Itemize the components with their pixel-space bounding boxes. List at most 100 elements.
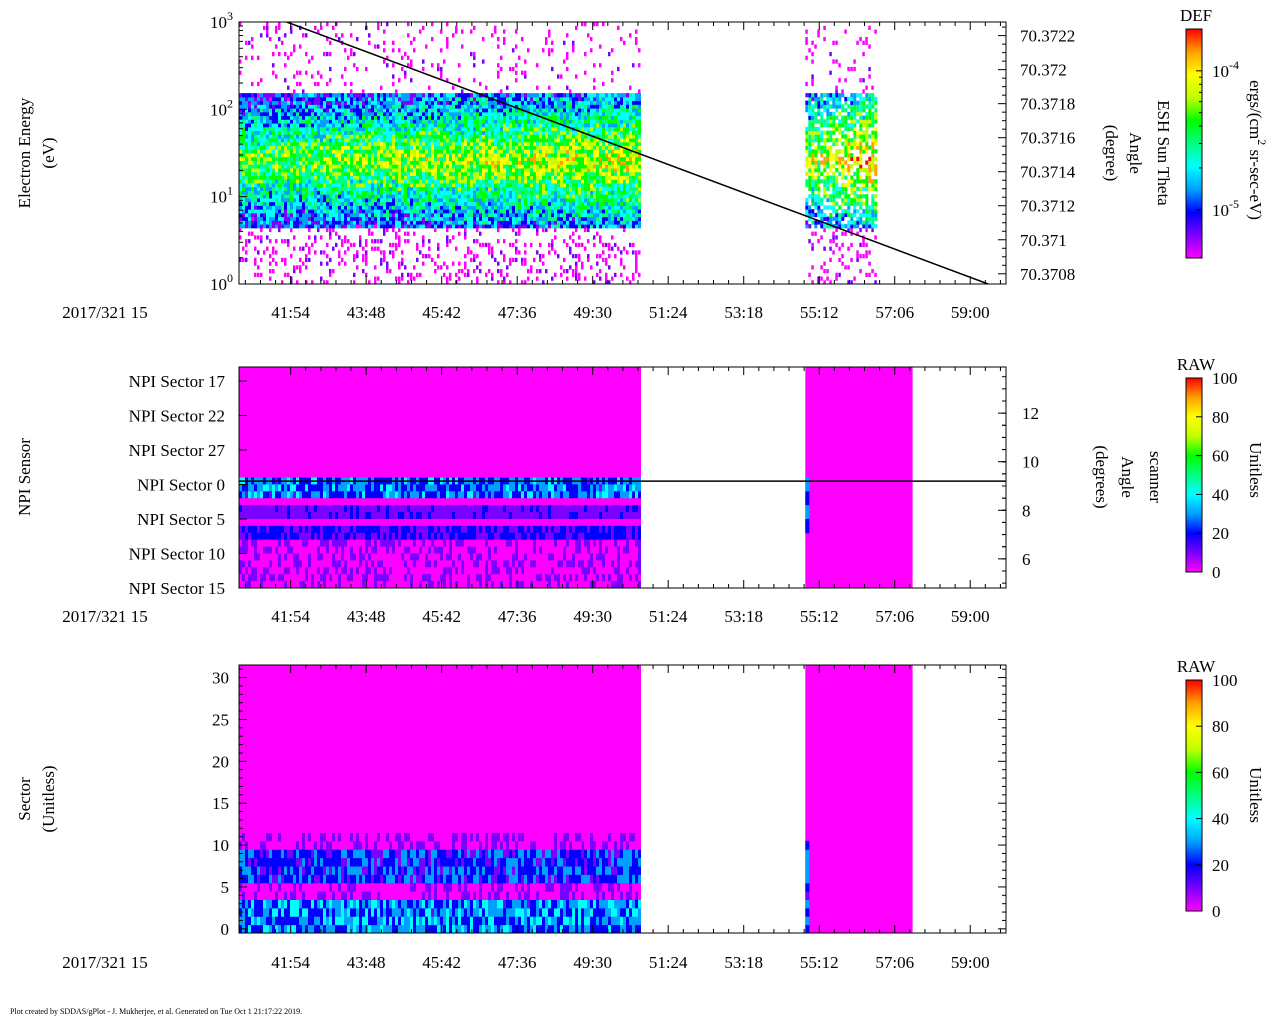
- energy-cell: [413, 100, 416, 105]
- energy-cell: [308, 212, 311, 218]
- energy-cell: [539, 197, 542, 203]
- energy-cell: [431, 212, 434, 218]
- energy-cell: [302, 171, 305, 176]
- energy-cell: [413, 182, 416, 188]
- energy-cell: [407, 220, 410, 225]
- energy-cell: [422, 115, 425, 120]
- energy-cell: [554, 167, 557, 173]
- energy-cell: [260, 126, 263, 132]
- energy-cell: [503, 216, 506, 221]
- energy-cell: [542, 179, 545, 184]
- energy-cell: [413, 123, 416, 128]
- energy-sparse-cell: [548, 33, 551, 38]
- energy-cell: [497, 167, 500, 173]
- energy-cell: [587, 175, 590, 180]
- energy-sparse-cell: [440, 74, 443, 79]
- energy-cell: [263, 130, 266, 135]
- energy-cell: [272, 205, 275, 210]
- energy-cell: [419, 160, 422, 165]
- energy-cell: [563, 141, 566, 147]
- energy-cell: [281, 175, 284, 180]
- energy-cell: [293, 119, 296, 124]
- energy-cell: [347, 197, 350, 203]
- energy-sparse-cell: [404, 51, 407, 57]
- energy-sparse-cell: [515, 239, 518, 244]
- energy-cell: [425, 205, 428, 210]
- energy-cell: [371, 111, 374, 117]
- energy-cell: [308, 190, 311, 195]
- energy-cell: [239, 179, 242, 184]
- energy-sparse-cell: [419, 29, 422, 34]
- energy-cell: [266, 190, 269, 195]
- energy-cell: [422, 111, 425, 117]
- energy-cell: [347, 96, 350, 102]
- energy-cell: [491, 216, 494, 221]
- energy-cell: [254, 182, 257, 188]
- energy-cell: [407, 134, 410, 139]
- energy-sparse-cell: [479, 269, 482, 274]
- energy-cell: [569, 197, 572, 203]
- energy-cell: [464, 126, 467, 132]
- energy-sparse-cell: [365, 242, 368, 248]
- energy-cell: [581, 153, 584, 158]
- energy-cell: [521, 167, 524, 173]
- energy-cell: [422, 197, 425, 203]
- energy-cell: [377, 197, 380, 203]
- energy-cell: [275, 224, 278, 229]
- energy-cell: [245, 209, 248, 214]
- energy-cell: [521, 96, 524, 102]
- energy-cell: [407, 209, 410, 214]
- energy-cell: [347, 167, 350, 173]
- energy-cell: [287, 160, 290, 165]
- energy-cell: [449, 167, 452, 173]
- energy-cell: [530, 220, 533, 225]
- energy-cell: [329, 111, 332, 117]
- energy-sparse-cell: [539, 257, 542, 263]
- energy-cell: [359, 190, 362, 195]
- energy-cell: [314, 220, 317, 225]
- energy-sparse-cell: [386, 265, 389, 270]
- energy-cell: [536, 167, 539, 173]
- energy-cell: [341, 100, 344, 105]
- energy-cell: [419, 190, 422, 195]
- energy-cell: [326, 138, 329, 143]
- energy-cell: [587, 130, 590, 135]
- energy-cell: [425, 171, 428, 176]
- energy-cell: [491, 212, 494, 218]
- energy-sparse-cell: [416, 246, 419, 251]
- energy-cell: [419, 209, 422, 214]
- energy-cell: [590, 186, 593, 191]
- energy-cell: [275, 164, 278, 169]
- energy-cell: [455, 111, 458, 117]
- energy-cell: [443, 111, 446, 117]
- energy-cell: [521, 194, 524, 199]
- energy-cell: [374, 104, 377, 109]
- energy-cell: [539, 194, 542, 199]
- energy-cell: [299, 145, 302, 150]
- energy-cell: [470, 93, 473, 98]
- energy-cell: [422, 141, 425, 147]
- energy-cell: [380, 123, 383, 128]
- energy-cell: [242, 190, 245, 195]
- energy-cell: [488, 134, 491, 139]
- energy-sparse-cell: [398, 265, 401, 270]
- energy-cell: [557, 153, 560, 158]
- energy-cell: [554, 194, 557, 199]
- energy-cell: [530, 104, 533, 109]
- energy-cell: [380, 190, 383, 195]
- energy-cell: [596, 126, 599, 132]
- energy-cell: [269, 134, 272, 139]
- energy-cell: [488, 220, 491, 225]
- energy-cell: [560, 175, 563, 180]
- energy-cell: [524, 167, 527, 173]
- energy-cell: [542, 96, 545, 102]
- energy-cell: [443, 153, 446, 158]
- energy-cell: [458, 205, 461, 210]
- energy-sparse-cell: [596, 231, 599, 236]
- energy-cell: [293, 160, 296, 165]
- energy-cell: [293, 182, 296, 188]
- energy-cell: [377, 111, 380, 117]
- energy-cell: [269, 220, 272, 225]
- energy-sparse-cell: [437, 66, 440, 72]
- energy-cell: [329, 130, 332, 135]
